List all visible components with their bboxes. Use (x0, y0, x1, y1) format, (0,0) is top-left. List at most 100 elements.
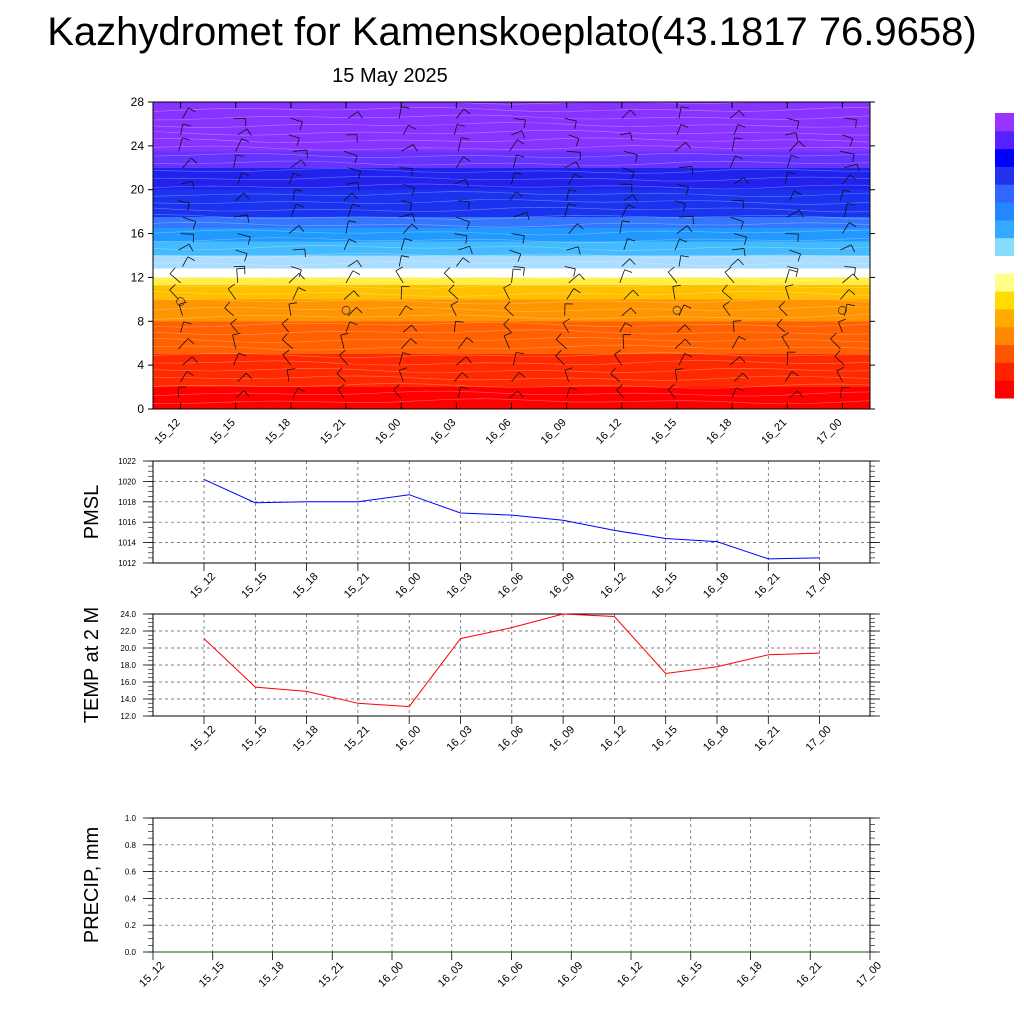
x-tick-label: 16_03 (436, 960, 466, 990)
contour-line (153, 153, 870, 158)
wind-barb (674, 141, 686, 152)
wind-barb (401, 144, 414, 152)
contour-line (153, 276, 870, 282)
wind-barb-feather (739, 356, 746, 363)
wind-barb (678, 255, 682, 267)
wind-barb (230, 323, 239, 333)
wind-barb (555, 355, 565, 366)
wind-barb-feather (395, 266, 404, 272)
wind-barb (842, 174, 851, 185)
wind-barb (674, 200, 686, 205)
wind-barb (343, 192, 353, 201)
wind-barb-feather (182, 137, 191, 141)
wind-barb (286, 369, 290, 382)
heatmap-gradient (153, 102, 870, 409)
wind-barb-feather (517, 253, 522, 262)
wind-barb-feather (405, 305, 413, 311)
wind-barb (398, 305, 407, 317)
wind-barb (621, 167, 635, 173)
wind-barb (784, 371, 793, 382)
wind-barb-feather (187, 203, 190, 211)
wind-barb-feather (169, 267, 176, 274)
x-tick-label: 15_15 (239, 571, 269, 601)
wind-barb (400, 238, 405, 251)
wind-barb (448, 290, 459, 300)
x-tick-label: 17_00 (804, 724, 834, 754)
wind-barb-feather (224, 301, 231, 309)
wind-barb (457, 387, 461, 399)
y-tick-label: 24.0 (120, 610, 136, 619)
wind-barb (399, 167, 413, 169)
wind-barb-feather (281, 333, 288, 340)
contour-line (153, 107, 870, 112)
wind-barb-feather (401, 255, 410, 258)
wind-barb-feather (513, 268, 522, 271)
wind-barb-feather (785, 284, 794, 288)
wind-barb (676, 225, 688, 234)
wind-barb (458, 245, 470, 251)
wind-barb (224, 307, 234, 317)
wind-barb-feather (281, 318, 289, 325)
x-tick-label: 16_09 (547, 571, 577, 601)
y-tick-label: 14.0 (120, 695, 136, 704)
colorbar-swatch (995, 326, 1014, 346)
wind-barb (347, 307, 357, 317)
wind-barb-feather (614, 349, 622, 355)
y-tick-label: 1.0 (125, 814, 137, 823)
wind-barb-feather (450, 301, 459, 306)
wind-barb (288, 134, 300, 139)
wind-barb-feather (521, 130, 526, 139)
wind-barb (345, 321, 351, 333)
wind-barb (840, 189, 844, 201)
wind-barb (233, 352, 239, 366)
wind-barb (395, 270, 404, 284)
contour-line (153, 352, 870, 358)
x-tick-label: 16_06 (496, 960, 526, 990)
wind-barb (444, 272, 455, 284)
wind-barb (731, 336, 740, 349)
wind-barb (403, 183, 415, 189)
wind-barb-feather (627, 204, 636, 209)
wind-barb-feather (282, 349, 290, 356)
wind-barb (178, 200, 190, 204)
wind-barb (288, 303, 292, 316)
heatmap-fill (153, 102, 870, 409)
wind-barb-feather (569, 387, 578, 391)
wind-barb (623, 150, 638, 156)
wind-barb-feather (235, 154, 244, 157)
wind-barb (842, 222, 850, 234)
wind-barb-feather (466, 221, 470, 230)
wind-barb-feather (182, 123, 191, 126)
wind-barb (235, 192, 244, 201)
wind-barb-feather (464, 179, 469, 187)
x-tick-label: 16_00 (393, 571, 423, 601)
wind-barb (453, 372, 463, 382)
wind-barb (842, 273, 854, 284)
wind-barb-feather (838, 318, 846, 323)
wind-barb (455, 257, 464, 267)
wind-barb-feather (629, 258, 636, 265)
wind-barb (292, 149, 307, 152)
wind-barb (732, 321, 735, 333)
y-tick-label: 20 (131, 183, 145, 197)
wind-barb-feather (848, 222, 857, 227)
wind-barb (182, 216, 196, 223)
contour-line (153, 191, 870, 197)
wind-barb (398, 370, 404, 382)
contour-line (153, 229, 870, 236)
wind-barb (456, 216, 470, 223)
wind-barb (182, 107, 189, 119)
colorbar-swatch (995, 344, 1014, 363)
wind-barb (733, 233, 747, 238)
wind-barb-feather (798, 209, 804, 218)
wind-barb-feather (735, 155, 743, 160)
precip-panel: 0.0 0.2 0.4 0.6 0.8 1.0 15_12 15_15 15_18 15_21 16… (81, 814, 884, 990)
wind-barb-feather (679, 238, 688, 243)
wind-barb-feather (352, 203, 361, 207)
wind-barb-feather (413, 144, 418, 152)
y-axis-label: TEMP at 2 M (81, 607, 103, 723)
contour-line (153, 199, 870, 205)
wind-barb (343, 290, 355, 300)
wind-barb-feather (797, 390, 804, 398)
wind-barb (781, 336, 790, 349)
